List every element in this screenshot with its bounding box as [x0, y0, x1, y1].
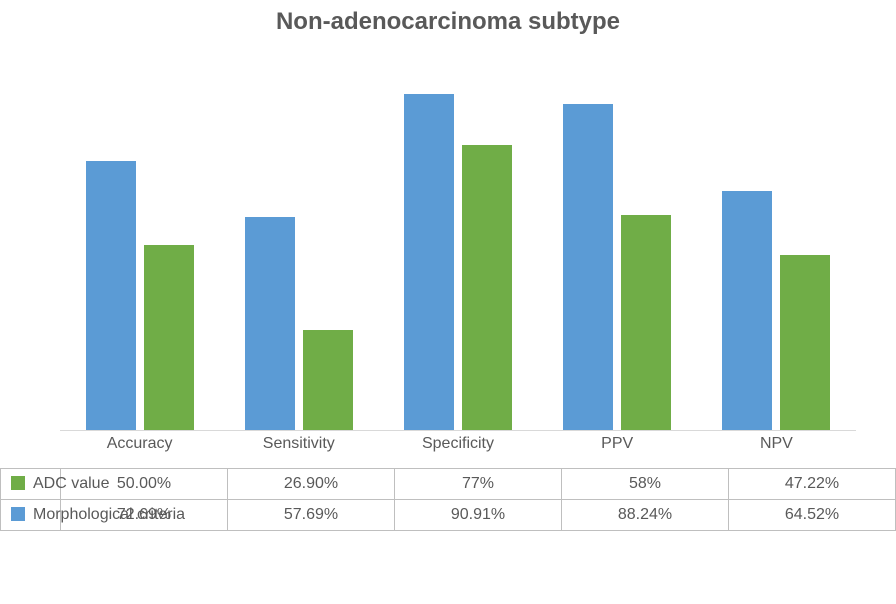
bar: [404, 94, 454, 430]
table-row: ADC value50.00%26.90%77%58%47.22%: [1, 469, 896, 500]
bar: [780, 255, 830, 430]
bar-group: [538, 104, 697, 430]
table-cell: 77%: [395, 469, 562, 500]
table-row: Morphological criteria72.69%57.69%90.91%…: [1, 500, 896, 531]
legend-swatch: [11, 476, 25, 490]
table-cell: 88.24%: [562, 500, 729, 531]
x-axis-label: NPV: [697, 435, 856, 453]
bar: [303, 330, 353, 430]
chart-title: Non-adenocarcinoma subtype: [0, 8, 896, 36]
table-cell: 26.90%: [228, 469, 395, 500]
series-legend-cell: ADC value: [1, 469, 61, 500]
chart-container: Non-adenocarcinoma subtype AccuracySensi…: [0, 0, 896, 604]
bar-group: [219, 217, 378, 430]
x-axis-label: Specificity: [378, 435, 537, 453]
bar: [462, 145, 512, 430]
table-cell: 90.91%: [395, 500, 562, 531]
series-legend-cell: Morphological criteria: [1, 500, 61, 531]
x-axis-labels: AccuracySensitivitySpecificityPPVNPV: [60, 435, 856, 465]
plot-area: [60, 60, 856, 431]
bar: [621, 215, 671, 430]
table-cell: 58%: [562, 469, 729, 500]
data-table: ADC value50.00%26.90%77%58%47.22%Morphol…: [0, 468, 896, 531]
data-table-body: ADC value50.00%26.90%77%58%47.22%Morphol…: [1, 469, 896, 531]
bar-group: [60, 161, 219, 430]
table-cell: 57.69%: [228, 500, 395, 531]
bar: [722, 191, 772, 430]
bar: [563, 104, 613, 430]
x-axis-label: PPV: [538, 435, 697, 453]
x-axis-label: Sensitivity: [219, 435, 378, 453]
x-axis-label: Accuracy: [60, 435, 219, 453]
bar: [144, 245, 194, 430]
table-cell: 64.52%: [729, 500, 896, 531]
bar-group: [697, 191, 856, 430]
bar: [245, 217, 295, 430]
series-name: ADC value: [33, 475, 109, 492]
bar-group: [378, 94, 537, 430]
legend-swatch: [11, 507, 25, 521]
bar: [86, 161, 136, 430]
table-cell: 47.22%: [729, 469, 896, 500]
